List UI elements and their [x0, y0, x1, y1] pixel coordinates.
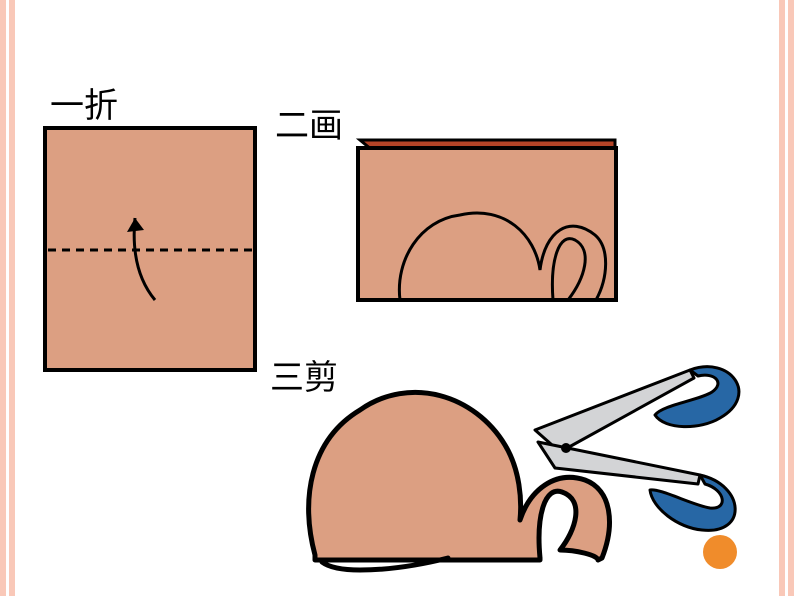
- scissor-handle-top: [655, 367, 739, 427]
- scissor-pivot: [561, 443, 571, 453]
- step2-draw: [358, 140, 616, 300]
- step1-fold: [45, 128, 255, 370]
- slide-canvas: 一折 二画 三剪: [0, 0, 794, 596]
- draw-front-sheet: [358, 148, 616, 300]
- diagram-svg: [0, 0, 794, 596]
- scissors-icon: [535, 367, 739, 531]
- step3-cut: [309, 367, 739, 570]
- orange-dot: [703, 535, 737, 569]
